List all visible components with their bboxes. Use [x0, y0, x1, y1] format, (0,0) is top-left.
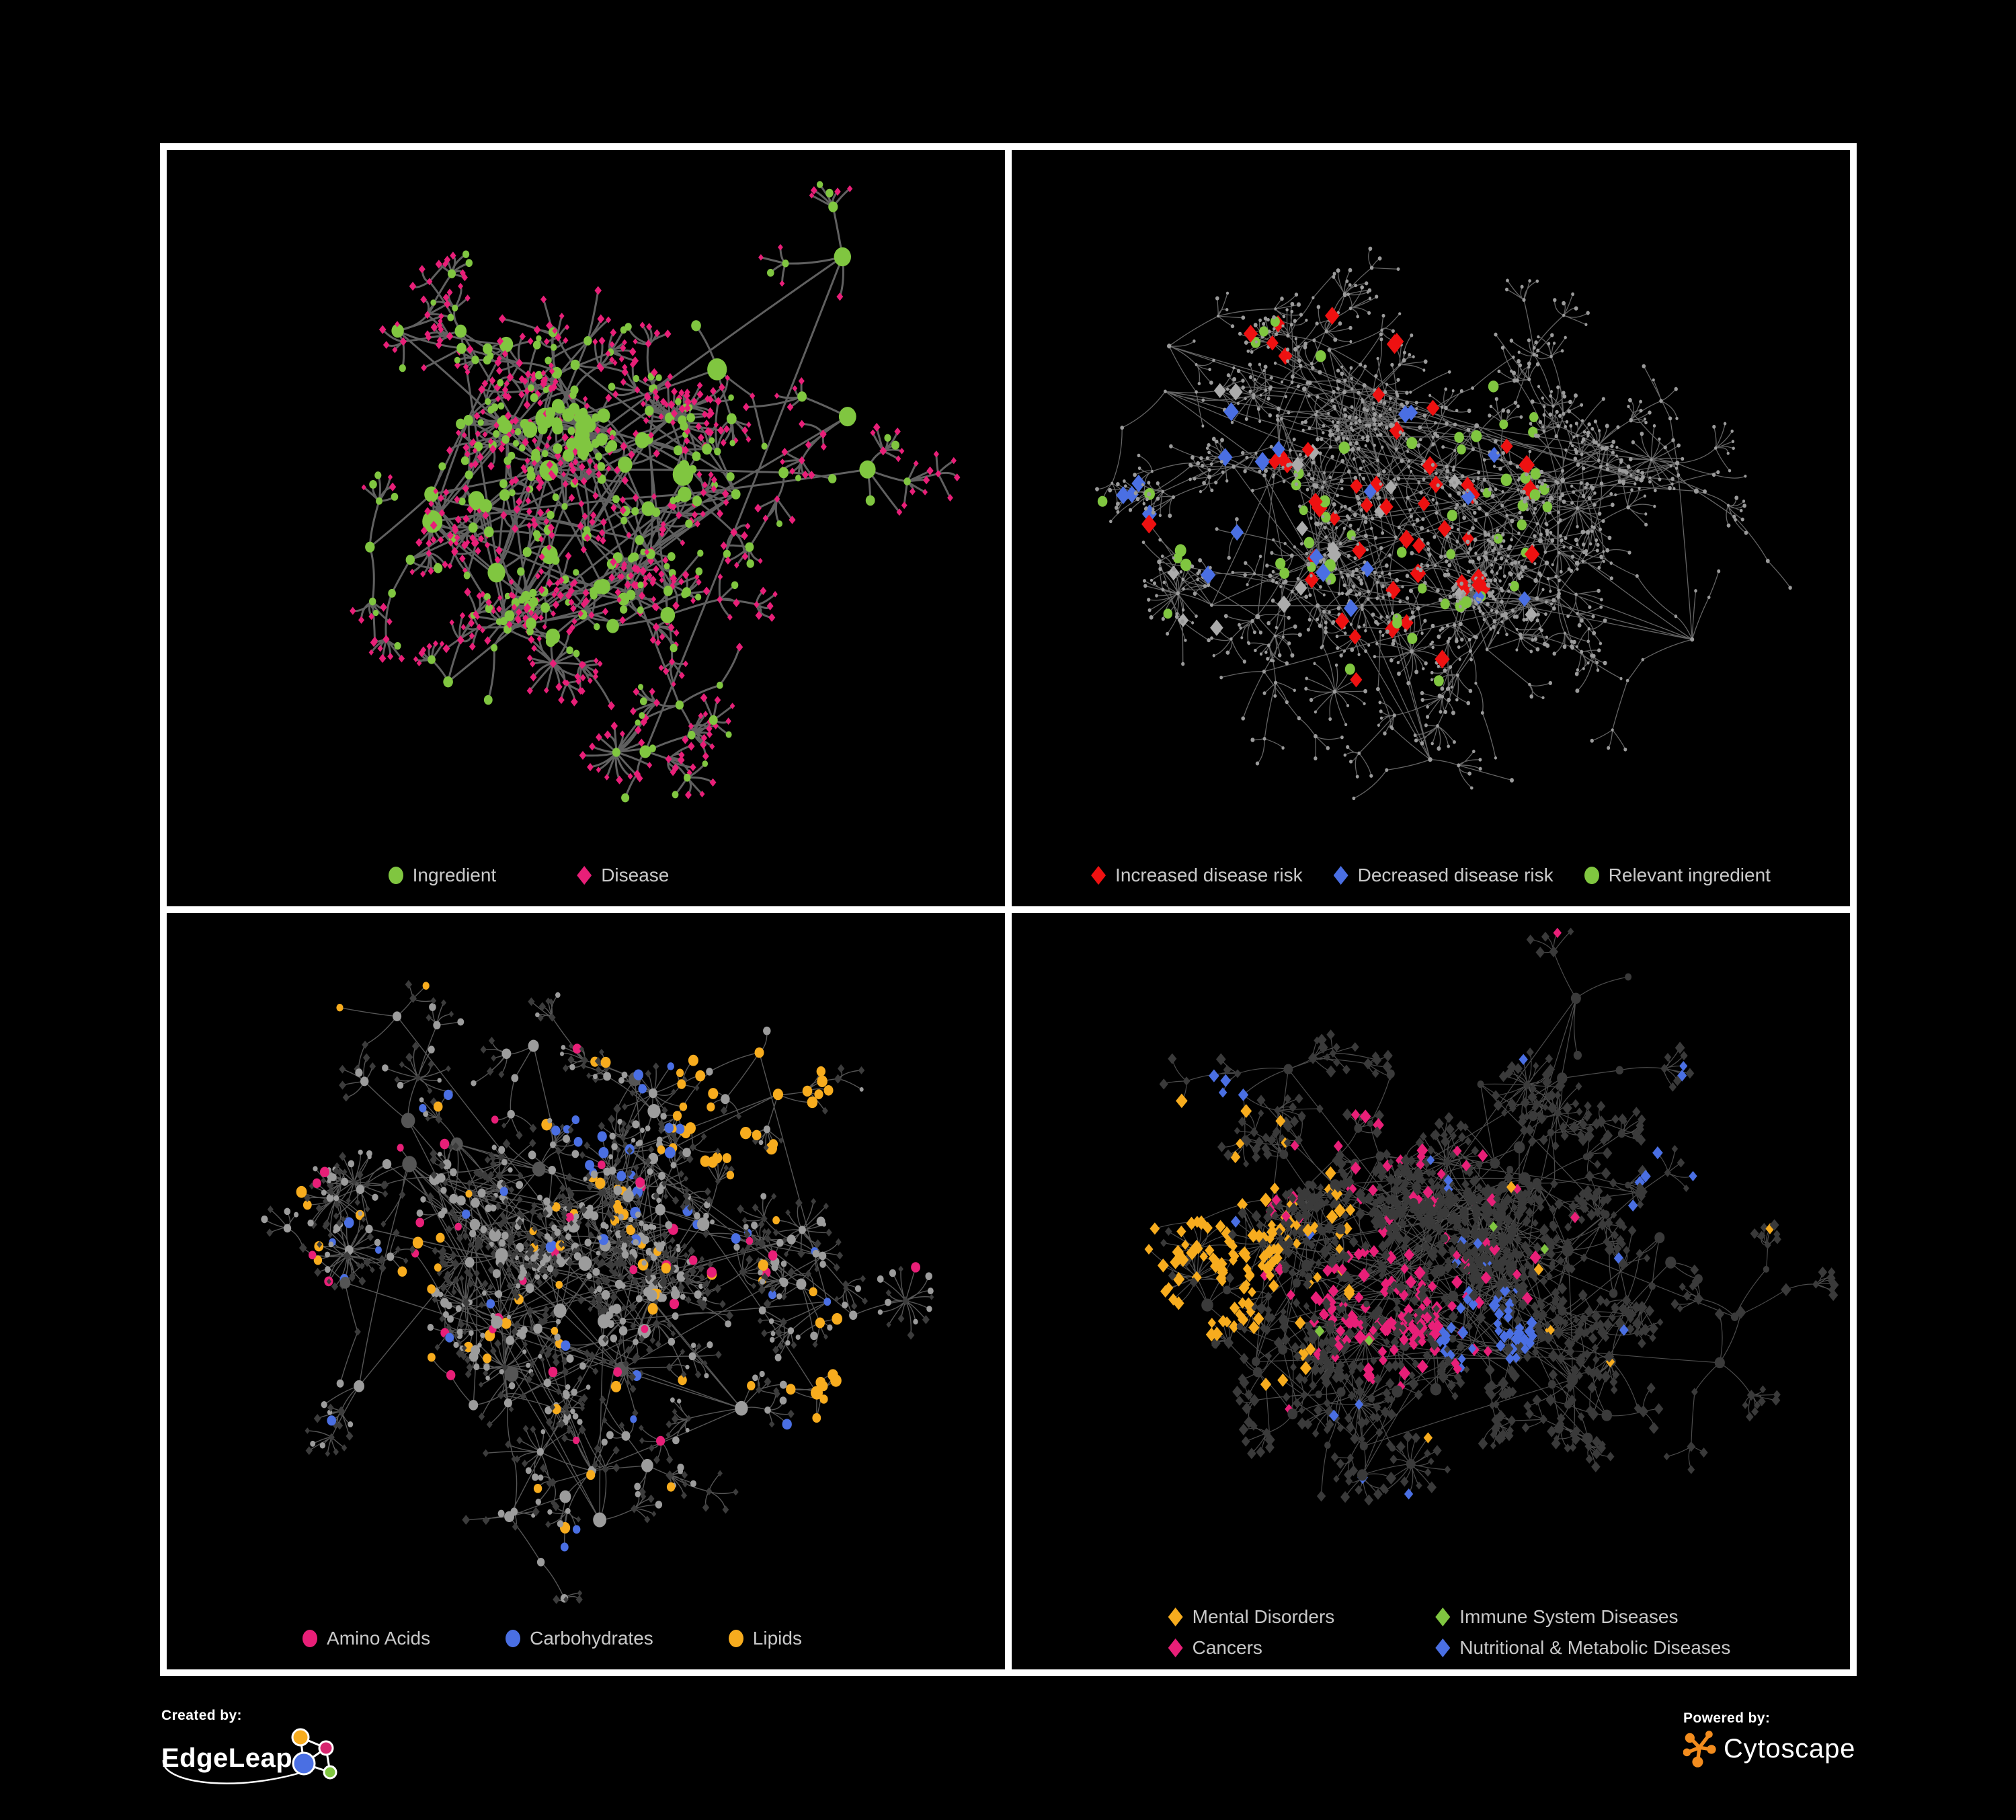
- legend-item-nutritional-metabolic: Nutritional & Metabolic Diseases: [1435, 1637, 1730, 1659]
- legend-label: Amino Acids: [327, 1628, 431, 1649]
- edgeleap-node-orange: [291, 1728, 310, 1747]
- panel-disease-classes: Mental Disorders Immune System Diseases …: [1008, 910, 1853, 1673]
- edgeleap-brand-text: EdgeLeap: [161, 1743, 292, 1773]
- cancers-diamond-glyph: [1168, 1638, 1183, 1657]
- legend-item-lipids: Lipids: [728, 1628, 802, 1649]
- mental-disorders-diamond-glyph: [1168, 1608, 1183, 1626]
- ingredient-circle-glyph: [388, 867, 403, 884]
- legend-item-relevant-ingredient: Relevant ingredient: [1584, 865, 1771, 886]
- legend-item-increased-risk: Increased disease risk: [1091, 865, 1303, 886]
- disease-diamond-glyph: [577, 866, 592, 885]
- legend-label: Carbohydrates: [530, 1628, 653, 1649]
- edgeleap-logo: EdgeLeap: [161, 1728, 337, 1784]
- panel-disease-risk: Increased disease risk Decreased disease…: [1008, 147, 1853, 910]
- ingredient-disease-legend: Ingredient Disease: [167, 844, 1005, 906]
- disease-risk-network: [1095, 246, 1792, 801]
- ingredient-disease-network: [350, 181, 961, 803]
- cytoscape-brand-text: Cytoscape: [1724, 1733, 1856, 1764]
- panel-ingredient-disease: Ingredient Disease: [163, 147, 1008, 910]
- edgeleap-credit: Created by: EdgeLeap: [161, 1708, 363, 1792]
- created-by-label: Created by:: [161, 1708, 242, 1723]
- legend-label: Relevant ingredient: [1608, 865, 1771, 885]
- disease-classes-network: [1144, 927, 1839, 1506]
- legend-item-disease: Disease: [577, 865, 669, 886]
- macronutrients-network: [261, 980, 934, 1604]
- edgeleap-node-green: [323, 1765, 337, 1780]
- legend-label: Increased disease risk: [1115, 865, 1303, 885]
- legend-item-ingredient: Ingredient: [388, 865, 497, 886]
- amino-acids-circle-glyph: [303, 1630, 318, 1647]
- legend-label: Cancers: [1192, 1637, 1262, 1658]
- legend-label: Decreased disease risk: [1357, 865, 1554, 885]
- edgeleap-node-magenta: [318, 1740, 334, 1756]
- legend-label: Immune System Diseases: [1459, 1606, 1679, 1627]
- relevant-ingredient-circle-glyph: [1584, 867, 1599, 884]
- legend-item-decreased-risk: Decreased disease risk: [1333, 865, 1554, 886]
- lipids-circle-glyph: [728, 1630, 743, 1647]
- panel-grid: Ingredient Disease Increased disease ris…: [160, 143, 1857, 1676]
- macronutrients-legend: Amino Acids Carbohydrates Lipids: [167, 1608, 1005, 1669]
- disease-classes-legend: Mental Disorders Immune System Diseases …: [1012, 1595, 1850, 1669]
- legend-label: Nutritional & Metabolic Diseases: [1459, 1637, 1731, 1658]
- carbohydrates-circle-glyph: [506, 1630, 521, 1647]
- edgeleap-node-blue: [292, 1751, 316, 1776]
- legend-label: Mental Disorders: [1192, 1606, 1335, 1627]
- legend-item-amino-acids: Amino Acids: [303, 1628, 430, 1649]
- increased-risk-diamond-glyph: [1091, 866, 1106, 885]
- powered-by-label: Powered by:: [1683, 1710, 1771, 1726]
- legend-label: Disease: [601, 865, 670, 885]
- decreased-risk-diamond-glyph: [1333, 866, 1348, 885]
- disease-risk-legend: Increased disease risk Decreased disease…: [1012, 844, 1850, 906]
- cytoscape-brand-row: Cytoscape: [1683, 1729, 1855, 1768]
- cytoscape-credit: Powered by: Cytosc: [1683, 1710, 1855, 1768]
- legend-label: Ingredient: [412, 865, 497, 885]
- cytoscape-logo: [1683, 1731, 1716, 1768]
- edgeleap-logo-nodes: [291, 1728, 337, 1780]
- legend-item-mental-disorders: Mental Disorders: [1168, 1606, 1335, 1628]
- legend-item-carbohydrates: Carbohydrates: [506, 1628, 653, 1649]
- cytoscape-logo-nodes: [1683, 1731, 1716, 1768]
- edgeleap-swoosh: [162, 1759, 315, 1784]
- nutritional-metabolic-diamond-glyph: [1435, 1638, 1451, 1657]
- panel-macronutrients: Amino Acids Carbohydrates Lipids: [163, 910, 1008, 1673]
- legend-item-immune-diseases: Immune System Diseases: [1435, 1606, 1730, 1628]
- immune-diseases-diamond-glyph: [1435, 1608, 1451, 1626]
- legend-item-cancers: Cancers: [1168, 1637, 1335, 1659]
- legend-label: Lipids: [752, 1628, 802, 1649]
